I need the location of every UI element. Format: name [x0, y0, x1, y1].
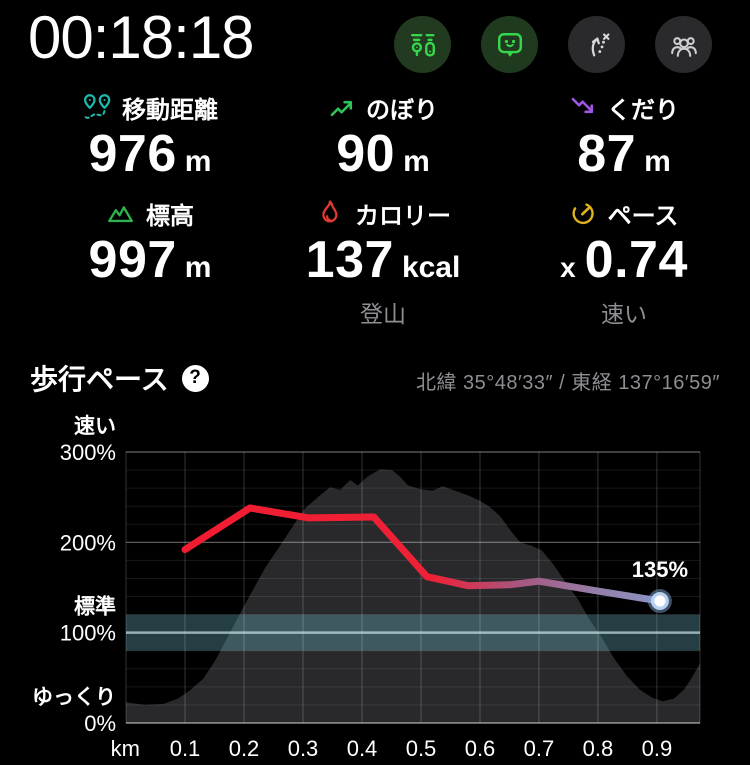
route-branch-button[interactable]	[568, 16, 625, 73]
x-axis-label: 0.3	[288, 736, 319, 761]
y-axis-caption: ゆっくり	[32, 686, 116, 709]
stat-label: カロリー	[355, 202, 451, 230]
stat-distance: 移動距離 976 m	[82, 92, 218, 180]
stat-sub-label: 登山	[360, 301, 406, 327]
stat-unit: kcal	[401, 251, 461, 284]
stat-unit: m	[184, 251, 212, 284]
stat-descent: くだり 87 m	[569, 92, 679, 180]
elevation-silhouette	[126, 469, 700, 723]
question-mark-icon: ?	[189, 367, 201, 388]
stat-value: 90	[336, 125, 396, 183]
x-axis-label: 0.5	[406, 736, 437, 761]
calorie-icon	[315, 198, 345, 228]
ascent-icon	[328, 93, 356, 121]
mascot-chat-icon	[495, 30, 525, 60]
stat-value-prefix: x	[560, 252, 576, 283]
elapsed-timer: 00:18:18	[28, 4, 255, 71]
y-axis-label: 100%	[60, 621, 116, 646]
stat-pace: ペース x 0.74 速い	[560, 198, 688, 329]
y-axis-label: 200%	[60, 530, 116, 555]
stat-calorie: カロリー 137 kcal 登山	[305, 198, 461, 329]
stat-label: 標高	[145, 202, 194, 230]
elevation-icon	[106, 198, 136, 228]
stat-value: 87	[577, 125, 637, 183]
x-axis-unit: km	[111, 736, 140, 761]
route-branch-icon	[582, 30, 612, 60]
end-point-label: 135%	[632, 557, 688, 582]
stat-value: 976	[88, 125, 177, 183]
pace-section-header: 歩行ペース ?	[30, 358, 209, 398]
stat-value: 137	[305, 231, 394, 289]
y-axis-caption: 標準	[74, 595, 116, 619]
stat-value: 0.74	[584, 231, 688, 289]
stat-ascent: のぼり 90 m	[328, 92, 438, 180]
end-point-dot	[654, 595, 666, 607]
help-button[interactable]: ?	[181, 364, 209, 392]
y-axis-caption: 速い	[74, 415, 116, 438]
stat-sub-label: 速い	[600, 301, 647, 327]
group-icon	[669, 30, 699, 60]
y-axis-label: 300%	[60, 440, 116, 465]
descent-icon	[569, 93, 597, 121]
stat-unit: m	[184, 145, 212, 178]
route-record-button[interactable]	[394, 16, 451, 73]
pace-icon	[570, 199, 598, 227]
stat-value: 997	[88, 231, 177, 289]
gps-coordinates: 北緯 35°48′33″ / 東経 137°16′59″	[415, 372, 720, 394]
y-axis-label: 0%	[84, 711, 116, 736]
distance-route-icon	[82, 92, 112, 122]
stat-elevation: 標高 997 m	[88, 198, 212, 289]
pace-chart: 135% 300%速い 200% 100%標準 0%ゆっくり 0.1 0.2 0.3 0.4 0.…	[32, 415, 701, 761]
stat-label: のぼり	[366, 96, 438, 124]
route-record-icon	[408, 30, 438, 60]
stat-label: 移動距離	[122, 96, 218, 124]
stat-unit: m	[644, 145, 671, 178]
group-button[interactable]	[655, 16, 712, 73]
mascot-chat-button[interactable]	[481, 16, 538, 73]
x-axis-label: 0.1	[170, 736, 201, 761]
x-axis-label: 0.6	[465, 736, 496, 761]
header-buttons	[394, 16, 712, 73]
x-axis-label: 0.2	[229, 736, 260, 761]
x-axis-label: 0.4	[347, 736, 378, 761]
x-axis-label: 0.7	[524, 736, 555, 761]
section-title: 歩行ペース	[30, 364, 169, 395]
x-axis-label: 0.9	[642, 736, 673, 761]
stat-label: ペース	[607, 202, 679, 230]
stat-unit: m	[403, 145, 430, 178]
stat-label: くだり	[607, 96, 679, 124]
pace-line	[181, 504, 664, 605]
x-axis-label: 0.8	[583, 736, 614, 761]
